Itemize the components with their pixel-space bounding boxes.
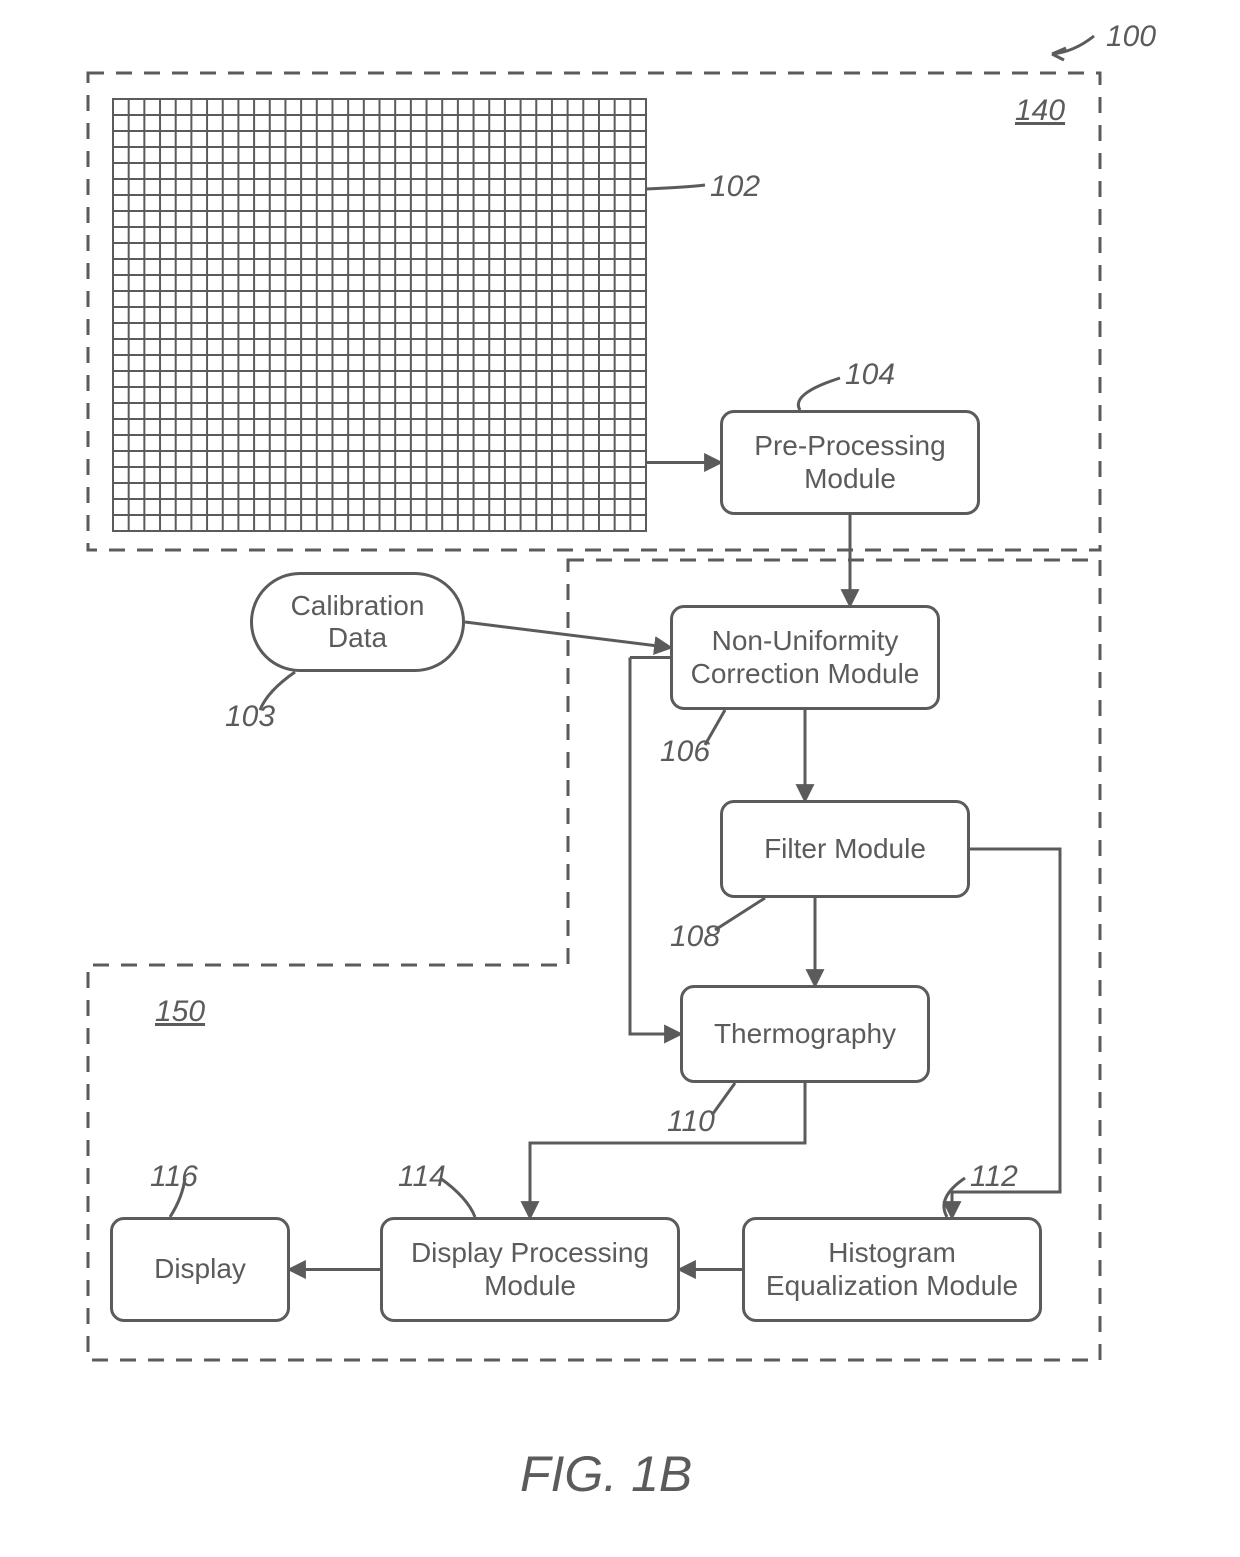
histogram-label: HistogramEqualization Module: [766, 1237, 1018, 1301]
calibration-data-label: CalibrationData: [291, 590, 425, 654]
ref-140: 140: [1015, 94, 1065, 128]
ref-114: 114: [398, 1160, 446, 1194]
display-processing-label: Display ProcessingModule: [411, 1237, 649, 1301]
thermography-box: Thermography: [680, 985, 930, 1083]
pre-processing-module-box: Pre-ProcessingModule: [720, 410, 980, 515]
diagram-svg: [0, 0, 1240, 1557]
display-processing-module-box: Display ProcessingModule: [380, 1217, 680, 1322]
thermography-label: Thermography: [714, 1018, 896, 1050]
display-box: Display: [110, 1217, 290, 1322]
ref-150: 150: [155, 995, 205, 1029]
display-label: Display: [154, 1253, 246, 1285]
pre-processing-module-label: Pre-ProcessingModule: [754, 430, 945, 494]
ref-102: 102: [710, 170, 760, 204]
filter-module-box: Filter Module: [720, 800, 970, 898]
ref-110: 110: [667, 1105, 715, 1139]
nuc-label: Non-UniformityCorrection Module: [691, 625, 920, 689]
ref-104: 104: [845, 358, 895, 392]
ref-100: 100: [1106, 20, 1156, 54]
calibration-data-box: CalibrationData: [250, 572, 465, 672]
ref-106: 106: [660, 735, 710, 769]
filter-module-label: Filter Module: [764, 833, 926, 865]
figure-caption: FIG. 1B: [520, 1445, 692, 1503]
non-uniformity-correction-module-box: Non-UniformityCorrection Module: [670, 605, 940, 710]
ref-103: 103: [225, 700, 275, 734]
ref-112: 112: [970, 1160, 1018, 1194]
ref-108: 108: [670, 920, 720, 954]
histogram-equalization-module-box: HistogramEqualization Module: [742, 1217, 1042, 1322]
ref-116: 116: [150, 1160, 198, 1194]
